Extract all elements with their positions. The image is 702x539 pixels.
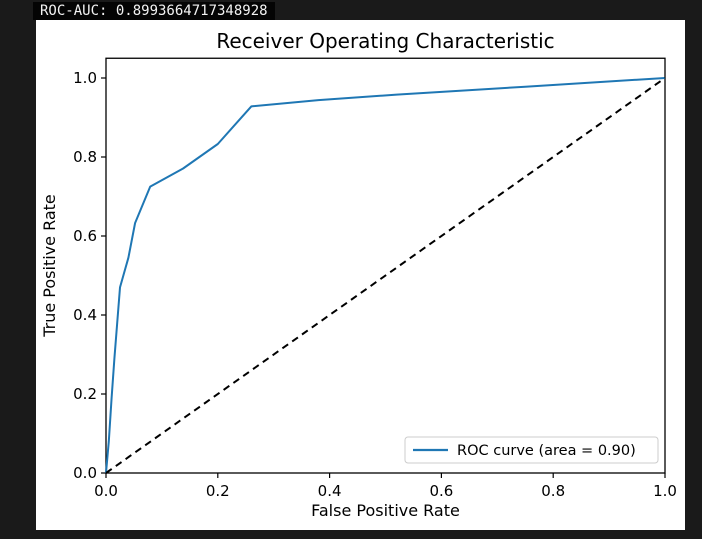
- x-tick-label: 0.4: [318, 482, 342, 500]
- statusbar: ROC-AUC: 0.8993664717348928: [33, 2, 275, 20]
- y-tick-label: 0.8: [73, 148, 97, 166]
- y-tick-label: 0.6: [73, 227, 97, 245]
- x-axis-ticks: 0.0 0.2 0.4 0.6 0.8 1.0: [94, 473, 677, 500]
- y-tick-label: 0.2: [73, 385, 97, 403]
- chance-diagonal-line: [105, 77, 666, 474]
- plot-series: [105, 77, 666, 474]
- legend: ROC curve (area = 0.90): [404, 436, 659, 464]
- y-axis-label: True Positive Rate: [40, 194, 59, 338]
- legend-entry-label: ROC curve (area = 0.90): [457, 443, 636, 459]
- roc-auc-readout: ROC-AUC: 0.8993664717348928: [40, 3, 268, 19]
- x-tick-label: 0.2: [206, 482, 230, 500]
- legend-box: [404, 436, 659, 464]
- chart-title: Receiver Operating Characteristic: [216, 29, 554, 53]
- y-tick-label: 1.0: [73, 69, 97, 87]
- x-tick-label: 0.8: [541, 482, 565, 500]
- x-tick-label: 0.6: [429, 482, 453, 500]
- roc-curve-line: [105, 77, 666, 474]
- x-tick-label: 0.0: [94, 482, 118, 500]
- y-axis-ticks: 0.0 0.2 0.4 0.6 0.8 1.0: [73, 69, 106, 482]
- x-tick-label: 1.0: [653, 482, 677, 500]
- roc-chart: 0.0 0.2 0.4 0.6 0.8 1.0 0.0 0.2 0.4 0.6 0.8 1.0 Re…: [40, 29, 677, 520]
- figure-canvas: 0.0 0.2 0.4 0.6 0.8 1.0 0.0 0.2 0.4 0.6 0.8 1.0 Re…: [36, 20, 685, 530]
- y-tick-label: 0.0: [73, 464, 97, 482]
- y-tick-label: 0.4: [73, 306, 97, 324]
- x-axis-label: False Positive Rate: [311, 501, 460, 520]
- axes-spines: [105, 57, 666, 474]
